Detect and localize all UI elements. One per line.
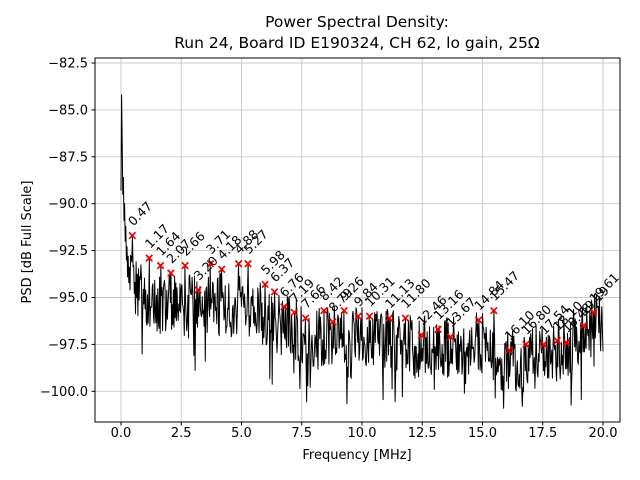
peak-marker-x <box>340 306 348 315</box>
peak-marker-x <box>579 321 588 330</box>
peak-marker-x <box>244 259 252 268</box>
x-tick-label: 17.5 <box>528 426 557 441</box>
peak-marker-x <box>505 346 513 354</box>
peak-marker-x <box>474 316 483 324</box>
peak-marker-x <box>270 288 279 296</box>
plot-frame <box>94 57 621 423</box>
y-tick-label: −87.5 <box>48 150 88 165</box>
peak-marker-x <box>194 286 202 294</box>
y-tick-label: −90.0 <box>48 197 88 212</box>
y-tick-label: −85.0 <box>48 103 88 118</box>
chart-title-line2: Run 24, Board ID E190324, CH 62, lo gain… <box>174 34 540 52</box>
peak-marker-x <box>280 303 288 311</box>
grid-lines <box>95 58 620 422</box>
peak-marker-x <box>234 259 243 268</box>
peak-marker-x <box>417 331 426 339</box>
peak-marker-x <box>365 312 374 321</box>
peak-marker-x <box>290 308 299 317</box>
peak-marker-x <box>329 318 337 326</box>
peak-marker-x <box>167 269 175 277</box>
peak-marker-x <box>206 259 215 268</box>
x-tick-label: 5.0 <box>231 426 252 441</box>
peak-marker-x <box>261 280 269 289</box>
peak-marker-x <box>562 338 571 347</box>
peak-marker-x <box>490 306 498 315</box>
peak-label: 3.20 <box>191 253 221 283</box>
y-tick-label: −100.0 <box>40 385 88 400</box>
peak-marker-x <box>434 325 442 334</box>
psd-trace <box>120 94 604 409</box>
x-tick-label: 0.0 <box>111 426 132 441</box>
y-tick-label: −95.0 <box>48 291 88 306</box>
tick-labels: 0.0 2.5 5.0 7.5 10.0 12.5 15.0 17.5 20.0 −82.5 −85… <box>40 57 618 442</box>
x-tick-label: 12.5 <box>408 426 437 441</box>
tick-marks <box>91 62 604 426</box>
x-tick-label: 7.5 <box>291 426 312 441</box>
peak-marker-x <box>354 312 362 321</box>
peak-marker-x <box>553 336 562 345</box>
y-tick-label: −82.5 <box>48 57 88 72</box>
peak-marker-x <box>181 261 189 270</box>
peak-markers <box>128 231 598 354</box>
x-tick-label: 10.0 <box>348 426 377 441</box>
y-tick-label: −92.5 <box>48 244 88 259</box>
psd-line <box>120 94 604 409</box>
peak-marker-x <box>539 340 548 349</box>
peak-marker-x <box>320 306 328 315</box>
peak-marker-x <box>128 231 137 240</box>
peak-marker-x <box>145 254 153 262</box>
y-axis-label: PSD [dB Full Scale] <box>20 180 35 303</box>
peak-marker-x <box>217 265 226 274</box>
peak-label: 0.47 <box>125 198 155 228</box>
x-tick-label: 15.0 <box>468 426 497 441</box>
peak-marker-x <box>156 261 165 270</box>
y-tick-label: −97.5 <box>48 338 88 353</box>
x-axis-label: Frequency [MHz] <box>302 448 411 463</box>
peak-marker-x <box>385 314 394 322</box>
x-tick-label: 2.5 <box>171 426 192 441</box>
peak-labels: 0.471.171.642.072.663.203.714.184.885.27… <box>125 198 622 343</box>
peak-marker-x <box>401 314 410 322</box>
peak-marker-x <box>446 333 455 341</box>
peak-marker-x <box>301 314 310 322</box>
peak-marker-x <box>589 308 598 317</box>
chart-title-line1: Power Spectral Density: <box>265 13 449 31</box>
peak-marker-x <box>522 340 530 349</box>
x-tick-label: 20.0 <box>589 426 618 441</box>
